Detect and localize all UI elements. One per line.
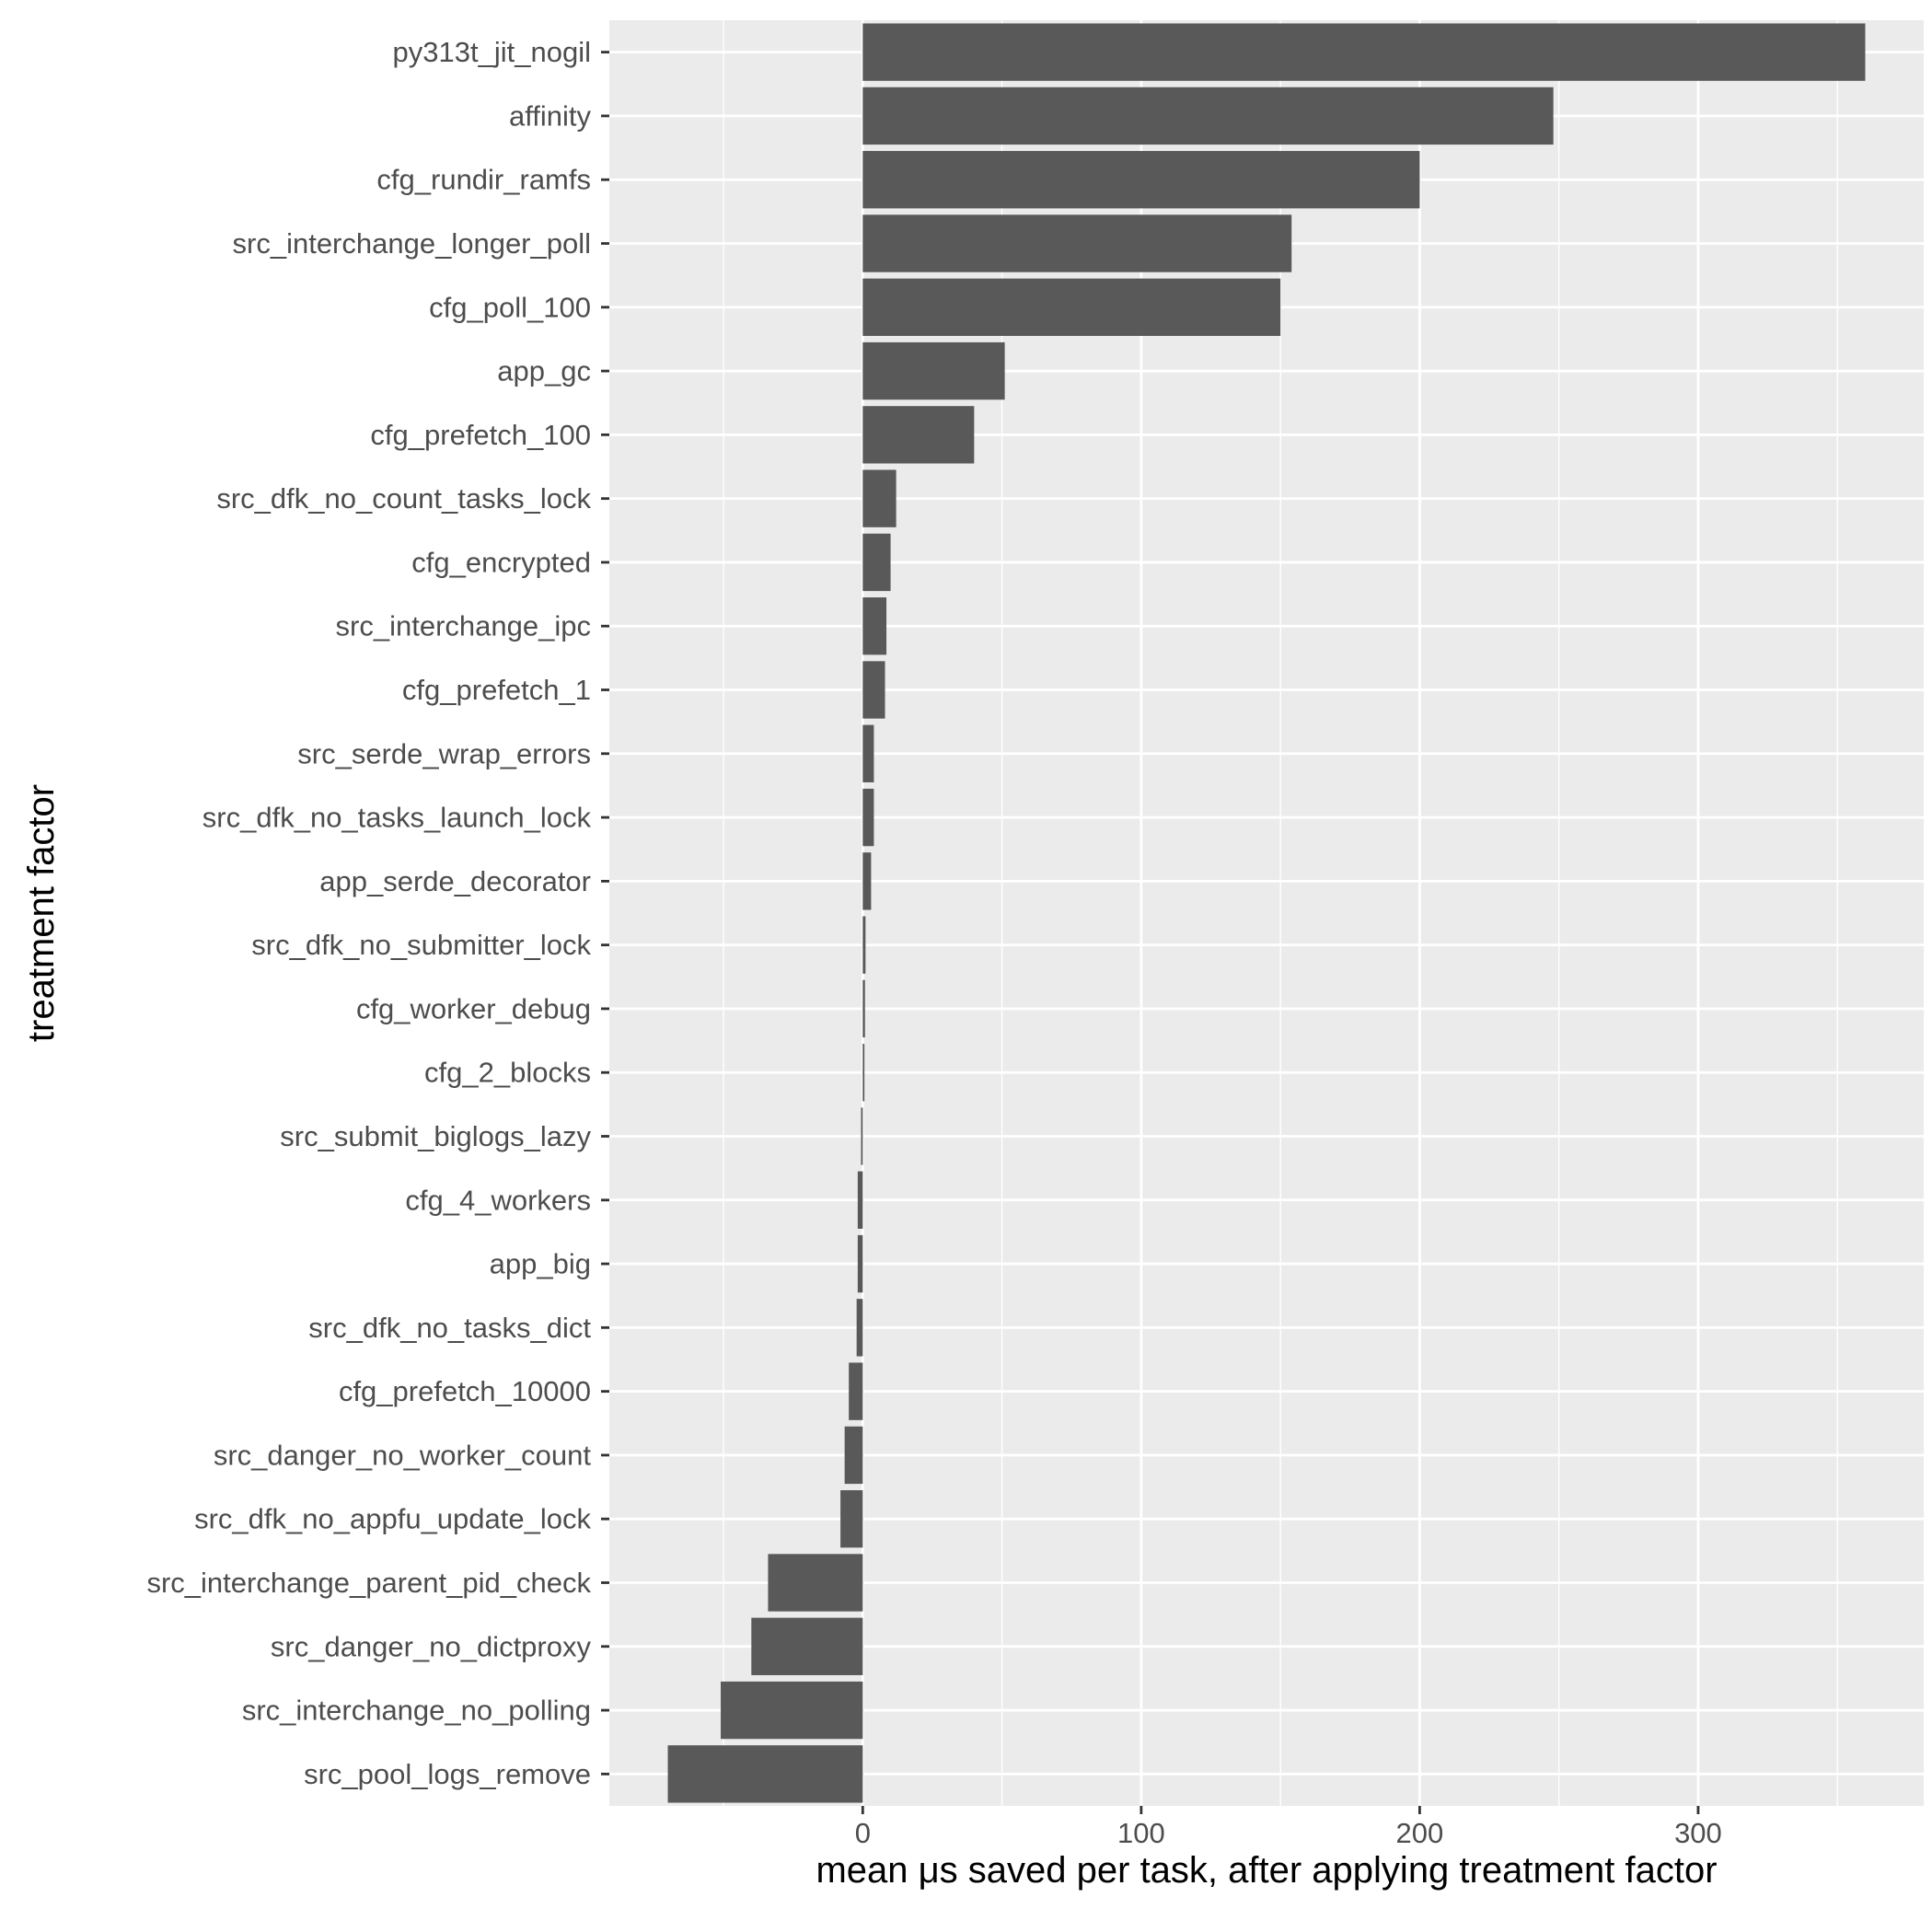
bar <box>862 661 885 719</box>
y-tick-label: src_dfk_no_count_tasks_lock <box>216 482 591 515</box>
bar <box>844 1426 863 1485</box>
x-tick-label: 0 <box>855 1817 871 1849</box>
bar <box>862 151 1420 209</box>
y-axis-tick-labels: py313t_jit_nogil affinity cfg_rundir_ramfs… <box>146 36 591 1790</box>
y-tick-label: src_danger_no_worker_count <box>214 1439 592 1471</box>
bar <box>862 406 975 464</box>
bar <box>862 341 1005 400</box>
bar <box>861 1107 863 1165</box>
bar <box>862 214 1292 272</box>
y-tick-label: src_submit_biglogs_lazy <box>280 1120 591 1152</box>
x-axis-tick-labels: 0 100 200 300 <box>855 1817 1722 1849</box>
y-tick-label: src_dfk_no_appfu_update_lock <box>194 1503 591 1535</box>
y-tick-label: cfg_encrypted <box>411 546 591 578</box>
x-axis-title: mean μs saved per task, after applying t… <box>816 1850 1717 1891</box>
x-axis-ticks <box>861 1806 1700 1814</box>
y-tick-label: app_gc <box>497 355 591 388</box>
bar <box>667 1745 863 1803</box>
bar <box>862 852 872 910</box>
y-tick-label: cfg_rundir_ramfs <box>376 164 591 196</box>
bar <box>862 23 1866 81</box>
bar <box>862 1044 865 1102</box>
y-tick-label: cfg_worker_debug <box>356 992 591 1024</box>
bar <box>862 533 891 592</box>
y-tick-label: src_serde_wrap_errors <box>297 737 591 769</box>
bar <box>751 1617 863 1675</box>
bar <box>862 788 874 847</box>
y-tick-label: cfg_2_blocks <box>424 1057 591 1089</box>
y-tick-label: cfg_4_workers <box>405 1184 591 1216</box>
y-tick-label: src_dfk_no_tasks_launch_lock <box>202 802 592 834</box>
bar <box>862 597 887 655</box>
y-tick-label: src_dfk_no_submitter_lock <box>251 929 591 961</box>
bar <box>856 1299 863 1357</box>
bar <box>857 1171 863 1229</box>
bars <box>667 23 1866 1803</box>
bar <box>840 1490 863 1548</box>
y-tick-label: cfg_prefetch_1 <box>402 674 591 706</box>
y-tick-label: cfg_poll_100 <box>429 291 591 323</box>
bar <box>849 1362 863 1420</box>
y-axis-ticks <box>601 51 609 1776</box>
x-tick-label: 300 <box>1674 1817 1722 1849</box>
y-tick-label: src_interchange_longer_poll <box>233 227 591 260</box>
y-tick-label: py313t_jit_nogil <box>393 36 591 68</box>
y-tick-label: src_interchange_ipc <box>336 610 591 642</box>
x-tick-label: 100 <box>1117 1817 1165 1849</box>
x-tick-label: 200 <box>1396 1817 1444 1849</box>
bar <box>862 469 897 527</box>
y-tick-label: affinity <box>509 99 592 132</box>
bar <box>768 1554 863 1612</box>
bar <box>721 1681 863 1740</box>
y-tick-label: src_dfk_no_tasks_dict <box>308 1312 591 1344</box>
bar <box>862 278 1281 336</box>
bar <box>862 916 866 974</box>
y-tick-label: src_danger_no_dictproxy <box>271 1630 592 1662</box>
bar <box>862 724 874 782</box>
y-tick-label: app_serde_decorator <box>319 865 591 897</box>
y-tick-label: cfg_prefetch_10000 <box>339 1375 591 1407</box>
bar <box>862 87 1554 145</box>
y-tick-label: app_big <box>490 1248 591 1280</box>
y-tick-label: src_interchange_parent_pid_check <box>146 1567 591 1599</box>
y-axis-title: treatment factor <box>21 784 62 1042</box>
y-tick-label: cfg_prefetch_100 <box>370 419 591 451</box>
bar <box>857 1234 863 1293</box>
bar <box>862 979 865 1038</box>
y-tick-label: src_pool_logs_remove <box>304 1758 591 1790</box>
y-tick-label: src_interchange_no_polling <box>242 1695 591 1727</box>
